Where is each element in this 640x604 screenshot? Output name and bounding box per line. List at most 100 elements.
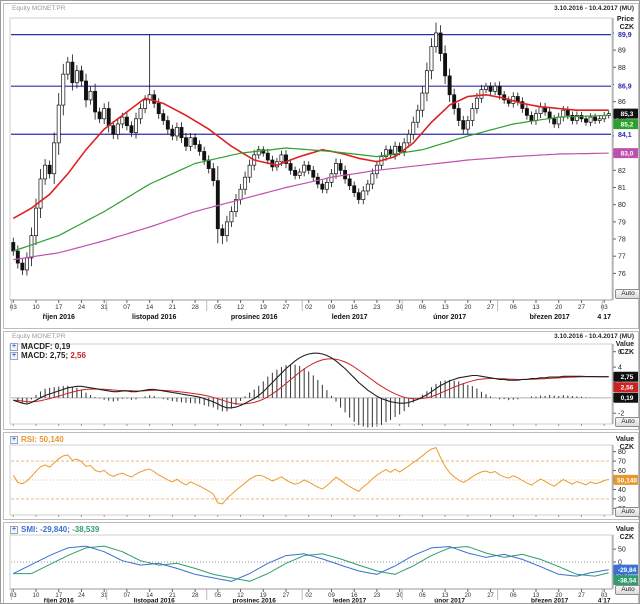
svg-text:09: 09 (328, 593, 335, 599)
svg-text:říjen 2016: říjen 2016 (44, 598, 74, 604)
svg-text:20: 20 (555, 304, 563, 311)
svg-text:85,3: 85,3 (621, 111, 634, 118)
svg-text:23: 23 (374, 593, 381, 599)
svg-text:40: 40 (618, 487, 626, 494)
svg-text:2,56: 2,56 (621, 385, 634, 392)
macd-legend-label: MACD: 2,75; (21, 351, 71, 360)
macdf-legend: MACDF: 0,19 (10, 342, 70, 351)
smi-signal-line (13, 545, 609, 582)
svg-text:30: 30 (396, 593, 403, 599)
svg-text:03: 03 (601, 593, 608, 599)
indicator-icon[interactable] (10, 525, 18, 534)
macd-indicator-panel: 6420-22,752,560,19 Equity MONET.PR 3.10.… (3, 331, 639, 430)
rsi-line (12, 446, 609, 505)
indicator-icon[interactable] (10, 435, 18, 444)
svg-text:12: 12 (237, 304, 245, 311)
last-value-label: 2,75 (613, 371, 638, 382)
svg-text:50,140: 50,140 (617, 477, 637, 484)
macd-chart-canvas[interactable]: 6420-22,752,560,19 (4, 332, 638, 429)
svg-text:82: 82 (618, 168, 626, 175)
svg-text:0: 0 (618, 560, 622, 567)
macd-legend: MACD: 2,75; 2,56 (10, 351, 86, 360)
auto-scale-button[interactable]: Auto (615, 289, 639, 299)
svg-text:leden 2017: leden 2017 (332, 314, 368, 321)
plot-frame (9, 343, 613, 425)
date-range-label: 3.10.2016 - 10.4.2017 (MU) (554, 5, 634, 12)
svg-text:06: 06 (419, 593, 426, 599)
svg-text:78: 78 (618, 237, 626, 244)
svg-text:16: 16 (351, 304, 359, 311)
svg-text:09: 09 (328, 304, 336, 311)
svg-text:21: 21 (169, 593, 176, 599)
svg-text:4 17: 4 17 (598, 598, 611, 604)
svg-text:-29,84: -29,84 (618, 567, 637, 574)
smi-indicator-panel: 500-50-29,84-38,540310172431071421280512… (3, 522, 639, 603)
smi-legend-label: SMI: -29,840; (21, 525, 73, 534)
svg-text:03: 03 (10, 593, 17, 599)
svg-text:13: 13 (442, 593, 449, 599)
svg-text:14: 14 (146, 304, 154, 311)
ma-mid-line (13, 114, 609, 252)
svg-text:24: 24 (78, 593, 85, 599)
svg-text:06: 06 (419, 304, 427, 311)
price-chart-canvas[interactable]: 90898887868584838281807978777689,986,984… (4, 4, 638, 328)
smi-legend: SMI: -29,840; -38,539 (10, 525, 99, 534)
auto-scale-button[interactable]: Auto (615, 507, 639, 517)
svg-text:březen 2017: březen 2017 (531, 598, 569, 604)
ma-slow-line (13, 152, 609, 261)
plot-frame (9, 17, 613, 301)
last-value-label: 83,0 (613, 148, 638, 159)
svg-text:89: 89 (618, 48, 626, 55)
indicator-icon[interactable] (10, 351, 18, 360)
svg-text:80: 80 (618, 449, 626, 456)
svg-text:05: 05 (214, 593, 221, 599)
svg-text:80: 80 (618, 202, 626, 209)
svg-text:10: 10 (32, 304, 40, 311)
svg-text:6: 6 (618, 349, 622, 356)
svg-text:leden 2017: leden 2017 (333, 598, 367, 604)
axis-title-line: CZK (619, 534, 634, 541)
date-range-label: 3.10.2016 - 10.4.2017 (MU) (554, 333, 634, 340)
svg-text:83,0: 83,0 (621, 151, 634, 158)
candlestick-series (11, 22, 611, 276)
value-axis-title: Value CZK (607, 436, 634, 452)
svg-text:27: 27 (487, 304, 495, 311)
auto-scale-button[interactable]: Auto (615, 417, 639, 427)
price-chart-panel: 90898887868584838281807978777689,986,984… (3, 3, 639, 329)
svg-text:20: 20 (464, 304, 472, 311)
last-value-label: 2,56 (613, 382, 638, 393)
svg-text:30: 30 (396, 304, 404, 311)
x-axis: 03 10 17 24 31 07 14 21 28 05 12 19 27 02 09 16 23 30 06 13… (10, 588, 612, 604)
svg-text:07: 07 (124, 593, 131, 599)
rsi-legend: RSI: 50,140 (10, 435, 64, 444)
svg-text:81: 81 (618, 185, 626, 192)
svg-text:86: 86 (618, 99, 626, 106)
indicator-icon[interactable] (10, 342, 18, 351)
plot-frame (9, 444, 613, 516)
last-value-label: 50,140 (613, 474, 638, 485)
axis-title-line: CZK (619, 24, 634, 31)
svg-text:13: 13 (532, 304, 540, 311)
svg-text:21: 21 (169, 304, 177, 311)
axis-title-line: CZK (619, 349, 634, 356)
rsi-indicator-panel: 8070605040302050,140 RSI: 50,140 Value C… (3, 432, 639, 520)
svg-text:2,75: 2,75 (621, 374, 634, 381)
svg-text:0,19: 0,19 (621, 395, 634, 402)
auto-scale-button[interactable]: Auto (615, 585, 639, 595)
svg-text:16: 16 (351, 593, 358, 599)
svg-text:prosinec 2016: prosinec 2016 (233, 598, 277, 604)
svg-text:28: 28 (192, 593, 199, 599)
svg-text:23: 23 (373, 304, 381, 311)
svg-text:13: 13 (441, 304, 449, 311)
rsi-chart-canvas[interactable]: 8070605040302050,140 (4, 433, 638, 519)
price-axis-title: Price CZK (607, 16, 634, 32)
last-value-label: -38,54 (613, 575, 638, 586)
svg-text:24: 24 (78, 304, 86, 311)
smi-chart-canvas[interactable]: 500-50-29,84-38,540310172431071421280512… (4, 523, 638, 603)
svg-text:27: 27 (578, 304, 586, 311)
axis-title-line: Price (616, 16, 634, 23)
svg-text:4: 4 (618, 365, 622, 372)
svg-text:30: 30 (618, 496, 626, 503)
x-axis: 03 10 17 24 31 07 14 21 28 05 12 19 27 02 09 16 23 30 06 13… (10, 299, 612, 321)
